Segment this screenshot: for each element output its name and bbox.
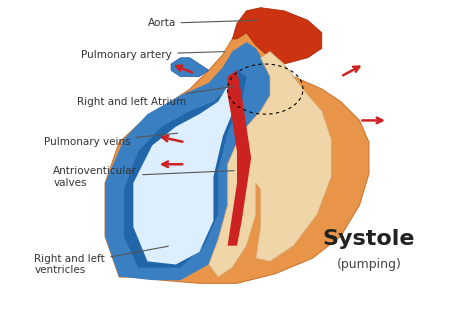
Polygon shape bbox=[171, 58, 209, 76]
Polygon shape bbox=[124, 70, 246, 268]
Text: Pulmonary veins: Pulmonary veins bbox=[44, 133, 178, 147]
Polygon shape bbox=[228, 70, 251, 246]
Polygon shape bbox=[209, 52, 331, 277]
Text: Aorta: Aorta bbox=[147, 18, 258, 28]
Text: Systole: Systole bbox=[323, 229, 415, 249]
Polygon shape bbox=[105, 33, 369, 283]
Polygon shape bbox=[232, 8, 322, 64]
Polygon shape bbox=[133, 80, 237, 264]
Text: Antrioventicular
valves: Antrioventicular valves bbox=[53, 166, 234, 188]
Text: Right and left
ventricles: Right and left ventricles bbox=[35, 246, 168, 275]
Polygon shape bbox=[105, 42, 275, 280]
Text: Pulmonary artery: Pulmonary artery bbox=[82, 50, 225, 60]
Text: Right and left Atrium: Right and left Atrium bbox=[77, 86, 234, 106]
Text: (pumping): (pumping) bbox=[337, 258, 401, 271]
